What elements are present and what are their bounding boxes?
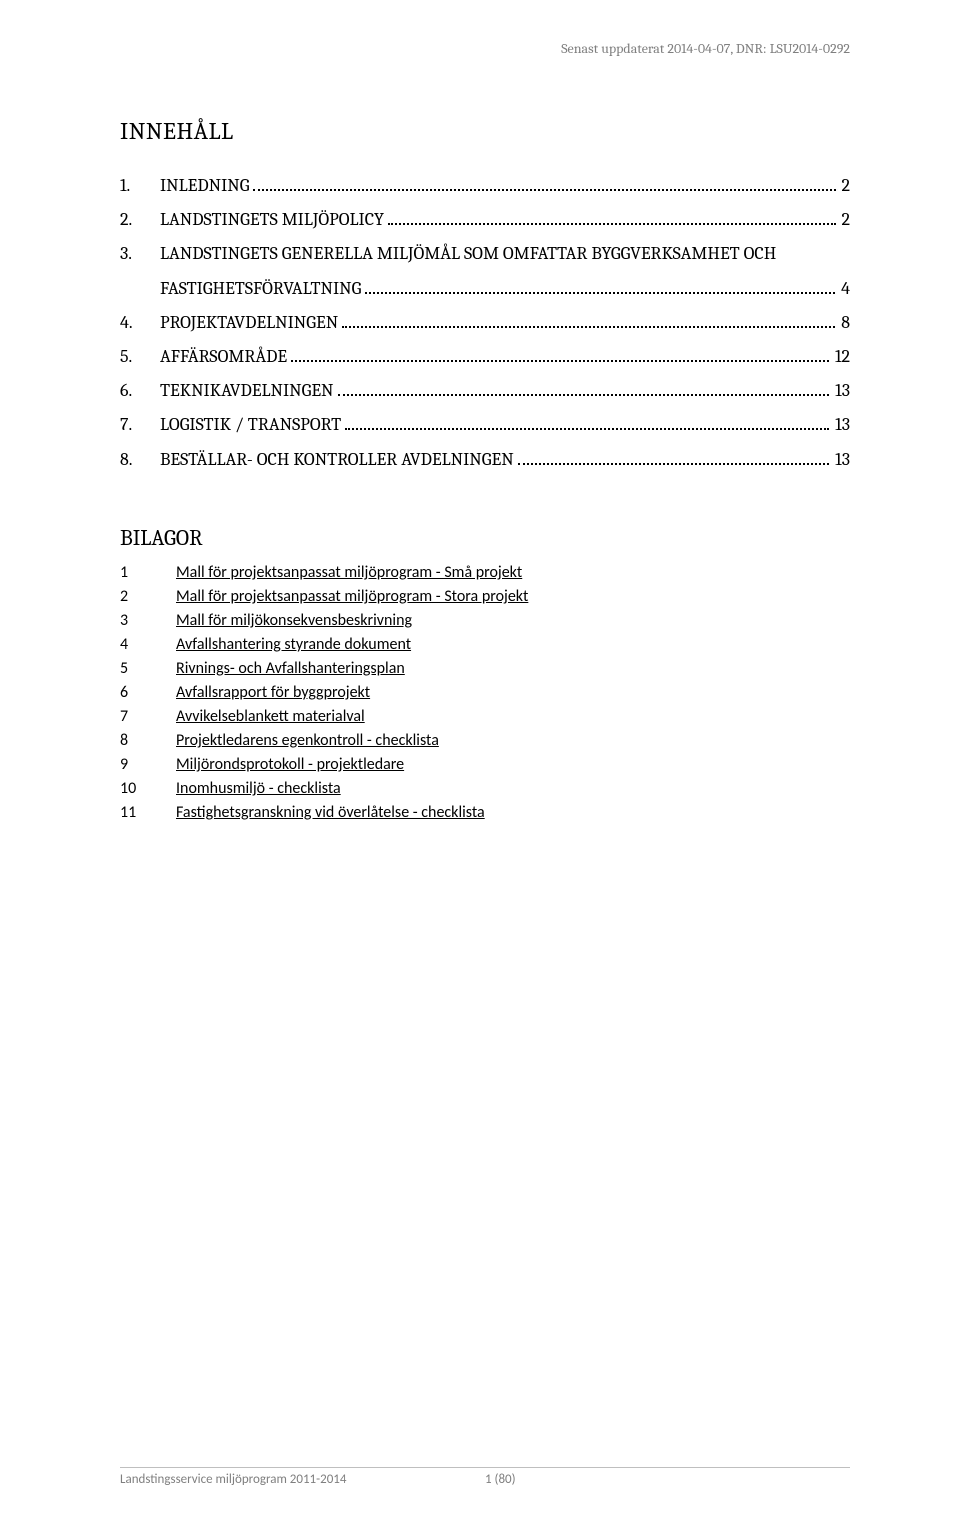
- appendix-entry-number: 3: [120, 609, 176, 633]
- toc-entry-body: LANDSTINGETS GENERELLA MILJÖMÅL SOM OMFA…: [160, 237, 850, 305]
- toc-entry-label: PROJEKTAVDELNINGEN: [160, 306, 338, 340]
- appendix-entry[interactable]: 3Mall för miljökonsekvensbeskrivning: [120, 609, 850, 633]
- toc-entry-number: 8.: [120, 443, 148, 477]
- appendix-entry-number: 6: [120, 681, 176, 705]
- footer-page-number: 1 (80): [485, 1472, 850, 1487]
- appendix-entry-number: 11: [120, 801, 176, 825]
- appendix-entry-label: Avvikelseblankett materialval: [176, 705, 365, 729]
- toc-entry[interactable]: 4. PROJEKTAVDELNINGEN 8: [120, 306, 850, 340]
- appendix-entry-label: Projektledarens egenkontroll - checklist…: [176, 729, 439, 753]
- appendix-entry-label: Fastighetsgranskning vid överlåtelse - c…: [176, 801, 485, 825]
- toc-entry-label: LANDSTINGETS MILJÖPOLICY: [160, 203, 384, 237]
- appendix-entry-number: 5: [120, 657, 176, 681]
- appendix-entry-label: Mall för miljökonsekvensbeskrivning: [176, 609, 412, 633]
- toc-entry[interactable]: 3. LANDSTINGETS GENERELLA MILJÖMÅL SOM OM…: [120, 237, 850, 305]
- toc-dots: [388, 223, 835, 225]
- appendix-entry-number: 7: [120, 705, 176, 729]
- appendix-entry-label: Mall för projektsanpassat miljöprogram -…: [176, 585, 528, 609]
- toc-entry-page: 13: [835, 374, 850, 408]
- appendix-entry-number: 4: [120, 633, 176, 657]
- footer-left: Landstingsservice miljöprogram 2011-2014: [120, 1472, 485, 1487]
- appendix-entry-label: Miljörondsprotokoll - projektledare: [176, 753, 404, 777]
- appendix-entry[interactable]: 11Fastighetsgranskning vid överlåtelse -…: [120, 801, 850, 825]
- toc-title: INNEHÅLL: [120, 117, 850, 145]
- appendix-entry[interactable]: 10Inomhusmiljö - checklista: [120, 777, 850, 801]
- appendix-entry-number: 8: [120, 729, 176, 753]
- toc-dots: [338, 394, 830, 396]
- appendix-entry[interactable]: 7Avvikelseblankett materialval: [120, 705, 850, 729]
- toc-entry-number: 3.: [120, 237, 148, 271]
- appendix-entry[interactable]: 1Mall för projektsanpassat miljöprogram …: [120, 561, 850, 585]
- toc-entry[interactable]: 5. AFFÄRSOMRÅDE 12: [120, 340, 850, 374]
- toc-list: 1.INLEDNING22.LANDSTINGETS MILJÖPOLICY23…: [120, 169, 850, 477]
- toc-entry-number: 4.: [120, 306, 148, 340]
- toc-entry[interactable]: 1. INLEDNING 2: [120, 169, 850, 203]
- toc-entry-number: 2.: [120, 203, 148, 237]
- appendix-title: BILAGOR: [120, 525, 850, 551]
- appendix-entry-label: Mall för projektsanpassat miljöprogram -…: [176, 561, 522, 585]
- header-updated: Senast uppdaterat 2014-04-07, DNR: LSU20…: [120, 40, 850, 57]
- toc-dots: [342, 326, 835, 328]
- toc-entry-label-cont: FASTIGHETSFÖRVALTNING: [160, 272, 361, 306]
- toc-dots: [253, 189, 835, 191]
- toc-dots: [518, 463, 829, 465]
- appendix-entry-number: 9: [120, 753, 176, 777]
- toc-entry-label: LANDSTINGETS GENERELLA MILJÖMÅL SOM OMFA…: [160, 237, 850, 271]
- appendix-entry[interactable]: 8Projektledarens egenkontroll - checklis…: [120, 729, 850, 753]
- toc-entry-page: 2: [842, 169, 851, 203]
- appendix-entry-label: Avfallsrapport för byggprojekt: [176, 681, 370, 705]
- toc-entry-label: LOGISTIK / TRANSPORT: [160, 408, 341, 442]
- appendix-entry[interactable]: 9Miljörondsprotokoll - projektledare: [120, 753, 850, 777]
- appendix-entry-number: 1: [120, 561, 176, 585]
- appendix-entry-label: Rivnings- och Avfallshanteringsplan: [176, 657, 405, 681]
- appendix-entry-label: Inomhusmiljö - checklista: [176, 777, 341, 801]
- appendix-entry[interactable]: 5Rivnings- och Avfallshanteringsplan: [120, 657, 850, 681]
- toc-entry[interactable]: 2. LANDSTINGETS MILJÖPOLICY 2: [120, 203, 850, 237]
- appendix-entry-number: 10: [120, 777, 176, 801]
- toc-entry-number: 6.: [120, 374, 148, 408]
- toc-entry-page: 13: [835, 408, 850, 442]
- appendix-entry-number: 2: [120, 585, 176, 609]
- toc-entry-number: 1.: [120, 169, 148, 203]
- toc-entry[interactable]: 8. BESTÄLLAR- OCH KONTROLLER AVDELNINGEN 1…: [120, 443, 850, 477]
- toc-entry-page: 8: [841, 306, 850, 340]
- document-page: Senast uppdaterat 2014-04-07, DNR: LSU20…: [0, 0, 960, 1527]
- toc-entry-label: BESTÄLLAR- OCH KONTROLLER AVDELNINGEN: [160, 443, 514, 477]
- toc-entry-label: TEKNIKAVDELNINGEN: [160, 374, 334, 408]
- toc-entry-line2: FASTIGHETSFÖRVALTNING 4: [160, 272, 850, 306]
- toc-entry-page: 2: [842, 203, 851, 237]
- toc-entry[interactable]: 7. LOGISTIK / TRANSPORT 13: [120, 408, 850, 442]
- toc-entry-label: INLEDNING: [160, 169, 249, 203]
- toc-entry-page: 4: [841, 272, 850, 306]
- appendix-list: 1Mall för projektsanpassat miljöprogram …: [120, 561, 850, 825]
- appendix-entry[interactable]: 4Avfallshantering styrande dokument: [120, 633, 850, 657]
- toc-dots: [345, 428, 829, 430]
- toc-entry-number: 5.: [120, 340, 148, 374]
- toc-entry-page: 12: [835, 340, 850, 374]
- toc-entry[interactable]: 6. TEKNIKAVDELNINGEN 13: [120, 374, 850, 408]
- appendix-entry[interactable]: 6Avfallsrapport för byggprojekt: [120, 681, 850, 705]
- page-footer: Landstingsservice miljöprogram 2011-2014…: [120, 1467, 850, 1487]
- toc-entry-number: 7.: [120, 408, 148, 442]
- appendix-entry-label: Avfallshantering styrande dokument: [176, 633, 411, 657]
- toc-entry-page: 13: [835, 443, 850, 477]
- toc-dots: [365, 292, 835, 294]
- toc-entry-label: AFFÄRSOMRÅDE: [160, 340, 287, 374]
- toc-dots: [291, 360, 829, 362]
- appendix-entry[interactable]: 2Mall för projektsanpassat miljöprogram …: [120, 585, 850, 609]
